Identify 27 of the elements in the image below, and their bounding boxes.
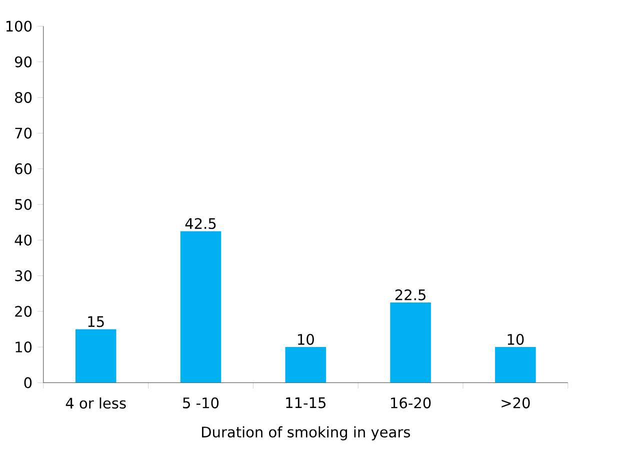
bar [75, 329, 116, 382]
y-tick-label: 50 [15, 198, 32, 210]
x-tick-label: 11-15 [286, 397, 326, 408]
y-tick-label: 0 [24, 377, 32, 388]
y-tick-label: 100 [6, 20, 32, 32]
data-label: 10 [298, 334, 314, 345]
y-tick-label: 20 [15, 306, 32, 317]
data-label: 10 [508, 334, 524, 345]
data-label: 42.5 [185, 218, 216, 229]
x-tick-label: 5 -10 [183, 397, 219, 408]
y-tick-label: 40 [14, 234, 32, 246]
bar [390, 302, 431, 382]
x-tick-label: >20 [502, 397, 530, 408]
bar [180, 231, 222, 382]
y-tick-label: 80 [15, 92, 32, 103]
y-tick-label: 70 [15, 127, 32, 138]
x-axis-title: Duration of smoking in years [202, 426, 410, 440]
x-tick-label: 16-20 [391, 397, 431, 408]
y-tick-label: 60 [15, 163, 32, 174]
bar [285, 346, 326, 382]
y-tick-label: 90 [14, 56, 32, 68]
bar [495, 346, 536, 382]
y-tick-label: 30 [15, 270, 32, 282]
data-label: 22.5 [395, 289, 426, 300]
x-tick-label: 4 or less [66, 397, 126, 408]
y-tick-label: 10 [16, 341, 32, 352]
data-label: 15 [88, 316, 104, 327]
